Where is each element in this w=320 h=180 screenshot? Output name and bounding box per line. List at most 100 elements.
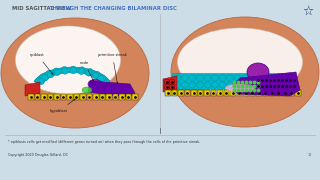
Polygon shape [34, 67, 110, 83]
Bar [269, 90, 275, 96]
Circle shape [249, 75, 256, 81]
Circle shape [287, 75, 293, 81]
Bar [236, 90, 242, 96]
Bar [211, 90, 216, 96]
Bar [250, 90, 255, 96]
Bar [93, 94, 99, 100]
Bar [295, 90, 301, 96]
Bar [41, 94, 47, 100]
Circle shape [97, 76, 104, 82]
Circle shape [38, 78, 44, 85]
Text: MID SAGITTAL VIEW: MID SAGITTAL VIEW [12, 6, 73, 11]
Bar [35, 94, 40, 100]
Circle shape [279, 82, 286, 88]
Polygon shape [25, 82, 40, 96]
Bar [217, 90, 223, 96]
Bar [100, 94, 105, 100]
Circle shape [249, 82, 256, 88]
Circle shape [219, 82, 226, 88]
Circle shape [197, 82, 203, 88]
Ellipse shape [247, 63, 269, 81]
Circle shape [257, 82, 263, 88]
Circle shape [62, 68, 68, 74]
Bar [60, 94, 66, 100]
Circle shape [197, 75, 203, 81]
Circle shape [272, 82, 278, 88]
Text: ☆: ☆ [302, 5, 314, 18]
Ellipse shape [178, 28, 302, 96]
Circle shape [174, 82, 181, 88]
Text: Copyright 2020 Douglas Gillard, DC: Copyright 2020 Douglas Gillard, DC [8, 153, 68, 157]
Circle shape [94, 71, 100, 78]
Circle shape [182, 82, 188, 88]
Polygon shape [88, 81, 135, 97]
Bar [178, 90, 184, 96]
Circle shape [70, 67, 76, 74]
Circle shape [70, 66, 76, 73]
Bar [125, 94, 131, 100]
Bar [172, 90, 177, 96]
Circle shape [92, 72, 99, 79]
Ellipse shape [1, 18, 149, 128]
Circle shape [279, 75, 286, 81]
Circle shape [242, 75, 248, 81]
Circle shape [78, 68, 84, 75]
Bar [289, 90, 294, 96]
Circle shape [189, 82, 196, 88]
Circle shape [164, 79, 170, 85]
Circle shape [79, 67, 85, 73]
Bar [256, 90, 262, 96]
Circle shape [227, 75, 233, 81]
Bar [262, 90, 268, 96]
Circle shape [212, 75, 218, 81]
Bar [243, 90, 249, 96]
Bar [197, 90, 203, 96]
Bar [28, 94, 34, 100]
Bar [282, 90, 288, 96]
Circle shape [234, 75, 241, 81]
Circle shape [189, 75, 196, 81]
Bar [74, 94, 79, 100]
Circle shape [164, 84, 170, 90]
Text: primitive streak: primitive streak [98, 53, 127, 84]
Circle shape [219, 75, 226, 81]
Polygon shape [232, 72, 300, 96]
Circle shape [36, 78, 42, 84]
Circle shape [42, 75, 48, 81]
Circle shape [101, 79, 107, 86]
Circle shape [182, 75, 188, 81]
Circle shape [47, 71, 54, 78]
Circle shape [40, 74, 46, 80]
Bar [47, 94, 53, 100]
Circle shape [264, 82, 271, 88]
Circle shape [169, 84, 175, 90]
Circle shape [257, 75, 263, 81]
Bar [113, 94, 118, 100]
Circle shape [87, 69, 93, 75]
Circle shape [272, 75, 278, 81]
Ellipse shape [82, 87, 92, 93]
Circle shape [287, 82, 293, 88]
Bar [132, 94, 138, 100]
Bar [223, 90, 229, 96]
Bar [185, 90, 190, 96]
Ellipse shape [225, 84, 255, 92]
Circle shape [46, 70, 52, 77]
Bar [119, 94, 125, 100]
Ellipse shape [15, 26, 121, 94]
Text: epiblast: epiblast [30, 53, 53, 74]
Bar [54, 94, 60, 100]
Circle shape [204, 75, 211, 81]
Bar [80, 94, 86, 100]
Bar [86, 94, 92, 100]
Ellipse shape [171, 17, 319, 127]
Bar [230, 90, 236, 96]
Text: hypoblast: hypoblast [50, 99, 75, 113]
Circle shape [169, 79, 175, 85]
Circle shape [264, 75, 271, 81]
Text: * epiblasts cells get modified (different genes turned on) when they pass throug: * epiblasts cells get modified (differen… [8, 140, 200, 144]
Circle shape [174, 75, 181, 81]
Circle shape [99, 75, 106, 81]
Circle shape [61, 66, 68, 73]
Bar [67, 94, 73, 100]
